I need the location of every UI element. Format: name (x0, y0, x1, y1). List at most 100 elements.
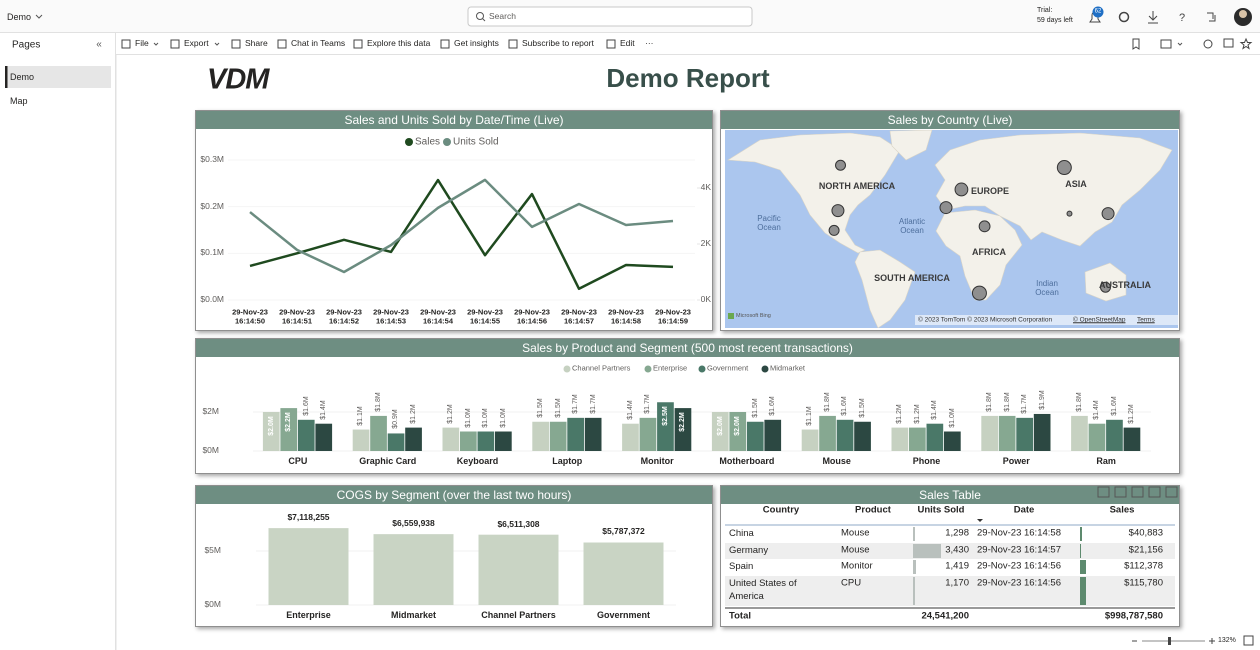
help-icon[interactable]: ? (1179, 12, 1185, 24)
data-bar (1080, 544, 1081, 558)
attribution-bg (915, 315, 1178, 325)
bar (583, 542, 664, 605)
provider-logo (728, 313, 734, 319)
toolbar (116, 33, 1260, 55)
visual-title: Sales by Product and Segment (500 most r… (196, 339, 1179, 357)
user-avatar (1239, 10, 1247, 18)
pin-icon[interactable] (1097, 486, 1110, 498)
legend-marker (698, 365, 706, 373)
notification-badge (1092, 6, 1104, 18)
toolbar-icon (606, 39, 616, 49)
land (935, 209, 1023, 301)
bar (280, 408, 298, 451)
bar (477, 431, 495, 451)
data-bar (1080, 577, 1086, 605)
bar (1123, 427, 1141, 451)
favorite-icon[interactable] (1239, 37, 1253, 50)
bar (460, 431, 477, 451)
bar (944, 431, 961, 451)
bar (819, 415, 836, 451)
bar (926, 423, 944, 451)
focus-icon[interactable] (1148, 486, 1161, 498)
zoom-thumb[interactable] (1168, 637, 1171, 645)
chevron-icon (214, 42, 220, 46)
copy-icon[interactable] (1114, 486, 1127, 498)
legend-marker (644, 365, 652, 373)
visual-title: Sales Table (721, 486, 1179, 504)
map-link[interactable]: Terms (1137, 316, 1155, 324)
toolbar-icon (231, 39, 241, 49)
line-series (249, 178, 674, 274)
land (854, 249, 916, 328)
map-link[interactable]: © OpenStreetMap (1073, 316, 1126, 324)
bar (262, 412, 280, 451)
map-bubble (954, 182, 969, 197)
bar (639, 417, 657, 451)
data-bar (913, 577, 915, 605)
bar (584, 417, 602, 451)
bar (711, 412, 729, 451)
row-band (725, 543, 1175, 559)
bar (1106, 419, 1123, 451)
bar (854, 421, 871, 451)
bar (1088, 423, 1106, 451)
bar (981, 415, 998, 451)
table-header-icons (1097, 486, 1178, 498)
bar (1016, 417, 1033, 451)
map-bubble (971, 285, 987, 301)
comment-icon[interactable] (1223, 38, 1234, 48)
toolbar-icon (170, 39, 180, 49)
bar (315, 423, 333, 451)
map-bubble (1100, 281, 1111, 293)
sort-arrow[interactable] (977, 519, 983, 522)
bar (998, 415, 1016, 451)
visual-title: Sales and Units Sold by Date/Time (Live) (196, 111, 712, 129)
search-box[interactable] (467, 6, 753, 27)
bookmark-icon[interactable] (1132, 38, 1140, 50)
chevron-icon (153, 42, 159, 46)
bar (268, 528, 349, 605)
chevron-icon[interactable] (35, 14, 43, 19)
bar (495, 431, 512, 451)
share-icon[interactable] (1207, 12, 1216, 22)
collapse-icon[interactable]: « (96, 39, 102, 50)
toolbar-icon (353, 39, 363, 49)
settings-icon[interactable] (1118, 11, 1130, 23)
refresh-icon[interactable] (1203, 39, 1213, 49)
zoom-in[interactable] (1209, 638, 1215, 644)
map-bubble (831, 204, 845, 218)
bar (387, 433, 405, 451)
bar (909, 427, 926, 451)
bar (352, 429, 370, 451)
legend-marker (405, 138, 413, 146)
selected-page-bg[interactable] (5, 66, 111, 88)
bar (370, 415, 387, 451)
bar (532, 421, 549, 451)
bar (478, 534, 559, 605)
data-bar (1080, 560, 1086, 574)
bar (373, 534, 454, 605)
bar (1071, 415, 1088, 451)
data-bar (1080, 527, 1082, 541)
map-bubble (978, 220, 991, 233)
map-bubble (1066, 210, 1073, 217)
download-icon[interactable] (1148, 11, 1158, 24)
toolbar-icon (277, 39, 287, 49)
toolbar-icon (121, 39, 131, 49)
view-icon[interactable] (1160, 39, 1172, 49)
bar (836, 419, 854, 451)
search-icon (482, 18, 486, 22)
visual-title: Sales by Country (Live) (721, 111, 1179, 129)
legend-marker (761, 365, 769, 373)
bar (746, 421, 764, 451)
filter-icon[interactable] (1131, 486, 1144, 498)
map-bubble (835, 159, 847, 171)
visual-title: COGS by Segment (over the last two hours… (196, 486, 712, 504)
line-chart-visual: Sales and Units Sold by Date/Time (Live) (195, 110, 713, 331)
bar (297, 419, 315, 451)
fit-page-icon[interactable] (1243, 635, 1254, 646)
more-icon[interactable] (1165, 486, 1178, 498)
row-band (725, 576, 1175, 606)
bar (1033, 413, 1051, 451)
